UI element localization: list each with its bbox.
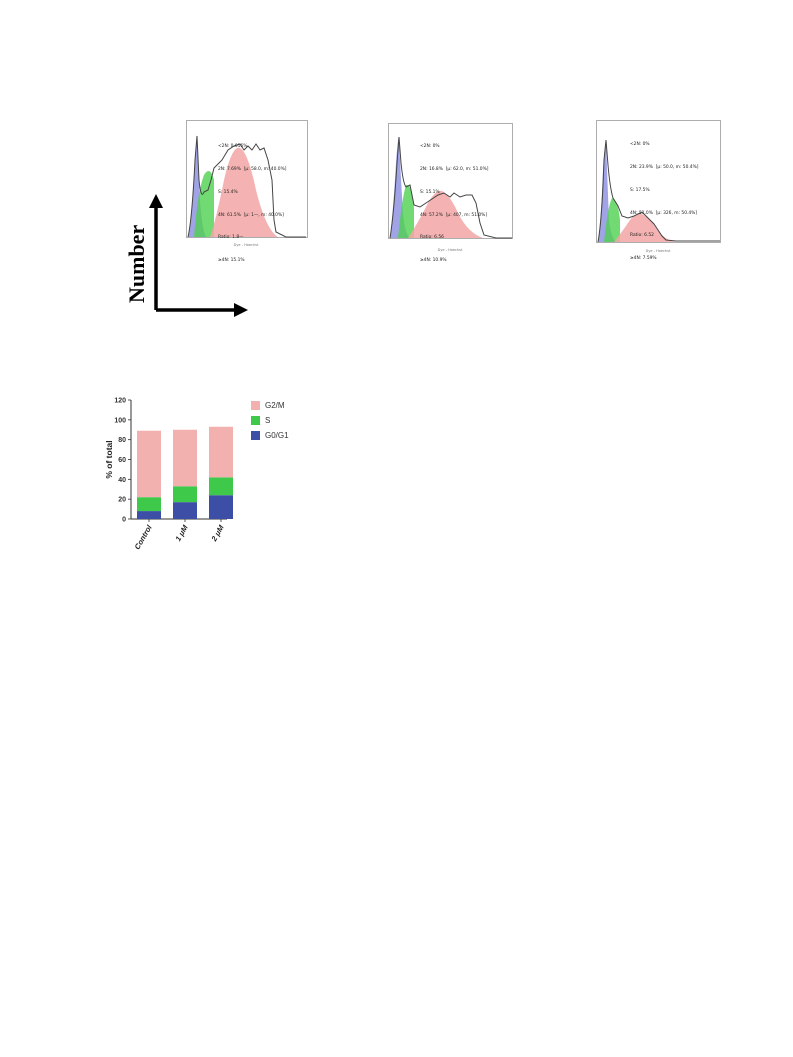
y-axis-label: % of total [104, 440, 114, 478]
stat-line: 4N: 51.0% [μ: 326, m: 50.4%] [630, 210, 698, 216]
stat-line: <2N: 0% [420, 144, 440, 150]
bar-segment-g0-g1 [137, 511, 161, 519]
stat-line: ≥4N: 7.59% [630, 256, 657, 262]
stat-line: <2N: 0.016% [218, 144, 248, 150]
x-tick-label: 2 μM [209, 523, 226, 544]
y-tick-label: 0 [122, 517, 126, 524]
stat-line: 2N: 16.8% [μ: 62.0, m: 51.0%] [420, 166, 489, 172]
stat-line: S: 15.4% [218, 189, 238, 195]
stat-line: <2N: 0% [630, 142, 650, 148]
bar-segment-s [137, 497, 161, 512]
bar-segment-g0-g1 [209, 495, 233, 519]
legend-label: G2/M [265, 401, 285, 410]
histogram-1um: Dye - Hoechst <2N: 0% 2N: 16.8% [μ: 62.0… [388, 123, 513, 263]
stat-line: Ratio: 6.52 [630, 233, 654, 239]
bar-segment-s [173, 486, 197, 503]
y-tick-label: 100 [114, 417, 126, 424]
y-tick-label: 40 [118, 477, 126, 484]
legend-swatch [251, 416, 260, 425]
number-axis-label: Number [124, 224, 149, 303]
histogram-xlabel: Dye - Hoechst [646, 249, 671, 253]
histogram-xlabel: Dye - Hoechst [234, 243, 259, 247]
bar-segment-g2-m [173, 429, 197, 487]
x-tick-label: 1 μM [173, 523, 190, 543]
stat-line: Ratio: 6.56 [420, 235, 444, 241]
legend-label: S [265, 416, 271, 425]
stat-line: 4N: 57.2% [μ: 407, m: 51.0%] [420, 212, 488, 218]
bar-segment-g0-g1 [173, 502, 197, 519]
histogram-2um: Dye - Hoechst <2N: 0% 2N: 23.9% [μ: 50.0… [596, 120, 721, 261]
y-tick-label: 80 [118, 437, 126, 444]
bar-segment-g2-m [209, 426, 233, 478]
stat-line: 2N: 7.69% [μ: 58.0, m: 40.0%] [218, 166, 287, 172]
stat-line: ≥4N: 15.1% [218, 258, 245, 264]
stacked-bar-chart: 0 20 40 60 80 100 120 % of total Control 1 μM 2 μM [104, 398, 233, 551]
histogram-plot: Dye - Hoechst [388, 123, 513, 252]
x-arrow-head [234, 303, 248, 317]
legend-swatch [251, 401, 260, 410]
histogram-plot: Dye - Hoechst [186, 120, 308, 247]
histogram-stats: <2N: 0.016% 2N: 7.69% [μ: 58.0, m: 40.0%… [218, 128, 286, 280]
legend-label: G0/G1 [265, 431, 289, 440]
y-tick-label: 20 [118, 497, 126, 504]
stat-line: S: 17.5% [630, 187, 650, 193]
legend-swatch [251, 431, 260, 440]
x-tick-label: Control [133, 523, 155, 551]
y-arrow-head [149, 194, 163, 208]
bar-segment-g2-m [137, 430, 161, 498]
histogram-stats: <2N: 0% 2N: 16.8% [μ: 62.0, m: 51.0%] S:… [420, 128, 488, 280]
histogram-stats: <2N: 0% 2N: 23.9% [μ: 50.0, m: 50.4%] S:… [630, 126, 698, 278]
histogram-control: Dye - Hoechst <2N: 0.016% 2N: 7.69% [μ: … [186, 120, 308, 263]
stat-line: ≥4N: 10.9% [420, 258, 447, 264]
stat-line: 2N: 23.9% [μ: 50.0, m: 50.4%] [630, 164, 699, 170]
stat-line: Ratio: 1.8— [218, 235, 244, 241]
stat-line: S: 15.1% [420, 189, 440, 195]
y-tick-label: 120 [114, 398, 126, 405]
axis-arrows [149, 194, 248, 317]
bar-segment-s [209, 477, 233, 496]
histogram-xlabel: Dye - Hoechst [438, 248, 463, 252]
histogram-plot: Dye - Hoechst [596, 120, 721, 253]
stat-line: 4N: 61.5% [μ: 1—, m: 40.0%] [218, 212, 284, 218]
y-tick-label: 60 [118, 457, 126, 464]
